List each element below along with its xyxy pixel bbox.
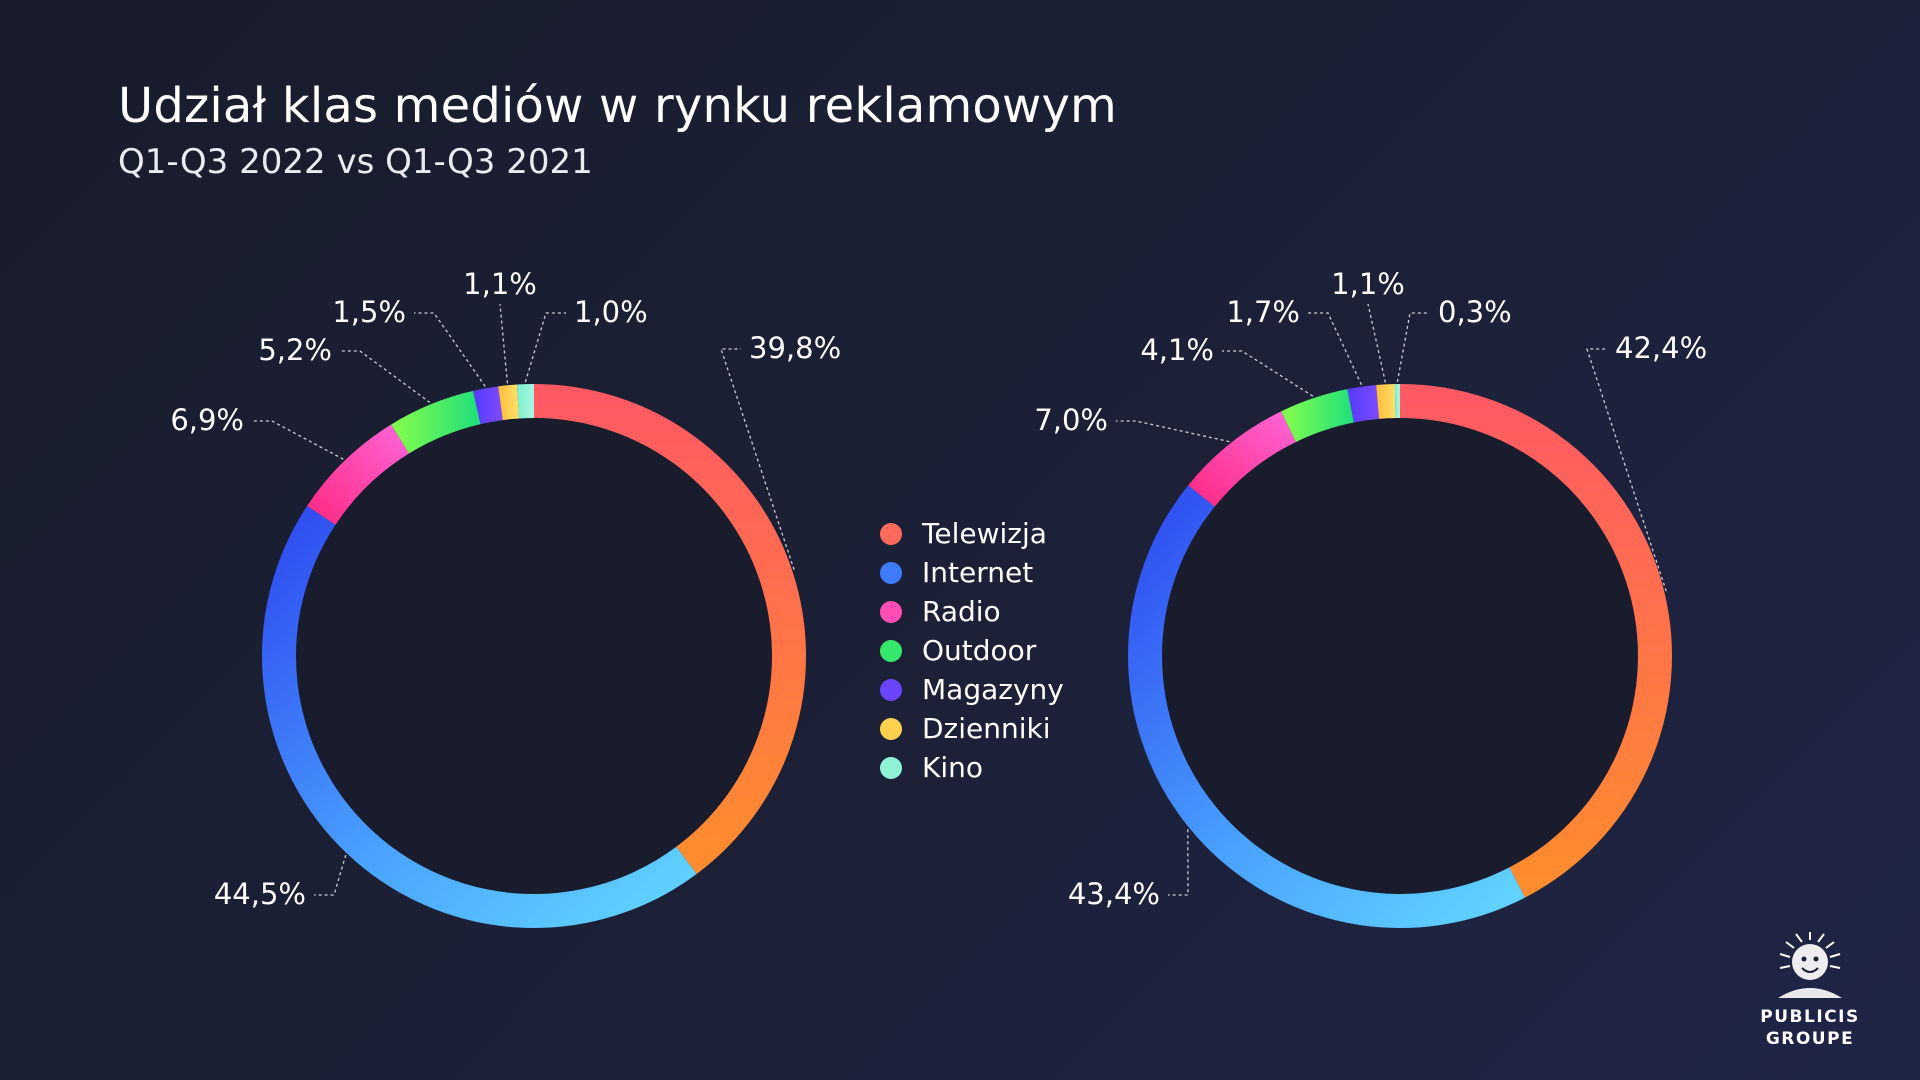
legend-label: Radio <box>922 595 1001 628</box>
data-label-outdoor: 5,2% <box>258 333 332 367</box>
legend-item-dzienniki: Dzienniki <box>880 709 1064 748</box>
slice-outdoor <box>1281 389 1355 443</box>
donut-chart-2021: 42,4% 43,4% 7,0% 4,1% 1,7% 1,1% 0,3% <box>1034 267 1707 928</box>
donut-center <box>1162 418 1638 894</box>
leader-line-internet <box>314 854 347 896</box>
slice-dzienniki <box>498 384 520 421</box>
legend-label: Kino <box>922 751 984 784</box>
data-label-radio: 6,9% <box>170 403 244 437</box>
legend-dot <box>880 522 902 545</box>
leader-line-outdoor <box>1222 350 1314 397</box>
slice-magazyny <box>472 386 503 425</box>
slice-telewizja <box>533 384 806 875</box>
leader-line-kino <box>1396 312 1430 383</box>
slice-kino <box>516 383 535 419</box>
leader-line-magazyny <box>1308 312 1362 385</box>
slice-telewizja <box>1399 384 1672 898</box>
legend-item-outdoor: Outdoor <box>880 631 1064 670</box>
logo-text-line1: PUBLICIS <box>1760 1007 1860 1027</box>
legend-label: Magazyny <box>922 673 1064 706</box>
slice-internet <box>1128 485 1525 928</box>
legend-item-magazyny: Magazyny <box>880 670 1064 709</box>
leader-line-telewizja <box>1586 348 1667 592</box>
logo-text-line2: GROUPE <box>1765 1029 1855 1049</box>
leader-line-dzienniki <box>499 303 509 384</box>
data-label-internet: 43,4% <box>1068 877 1160 911</box>
legend-dot <box>880 756 902 779</box>
data-label-radio: 7,0% <box>1034 403 1108 437</box>
data-label-telewizja: 42,4% <box>1615 331 1707 365</box>
legend: Telewizja Internet Radio Outdoor Magazyn… <box>880 514 1064 787</box>
slice-radio <box>307 424 410 525</box>
donut-center <box>296 418 772 894</box>
slice-internet <box>262 505 697 928</box>
legend-label: Outdoor <box>922 634 1037 667</box>
legend-dot <box>880 717 902 740</box>
leader-line-internet <box>1168 829 1189 896</box>
legend-item-kino: Kino <box>880 748 1064 787</box>
data-label-magazyny: 1,5% <box>332 295 406 329</box>
legend-item-radio: Radio <box>880 592 1064 631</box>
slice-radio <box>1188 411 1297 507</box>
leader-line-radio <box>252 420 344 460</box>
slice-dzienniki <box>1376 384 1396 419</box>
legend-label: Internet <box>922 556 1034 589</box>
data-label-dzienniki: 1,1% <box>1331 267 1405 301</box>
legend-dot <box>880 561 902 584</box>
leader-line-radio <box>1116 420 1230 443</box>
data-label-dzienniki: 1,1% <box>463 267 537 301</box>
legend-label: Telewizja <box>922 517 1047 550</box>
leader-line-dzienniki <box>1367 303 1387 383</box>
chart-subtitle: Q1-Q3 2022 vs Q1-Q3 2021 <box>118 142 593 182</box>
legend-dot <box>880 639 902 662</box>
chart-title: Udział klas mediów w rynku reklamowym <box>118 78 1118 134</box>
legend-item-telewizja: Telewizja <box>880 514 1064 553</box>
data-label-kino: 0,3% <box>1438 295 1512 329</box>
legend-label: Dzienniki <box>922 712 1051 745</box>
leader-line-kino <box>524 312 566 383</box>
leader-line-outdoor <box>340 350 431 404</box>
leader-line-magazyny <box>414 312 486 387</box>
data-label-magazyny: 1,7% <box>1226 295 1300 329</box>
legend-item-internet: Internet <box>880 553 1064 592</box>
data-label-internet: 44,5% <box>214 877 306 911</box>
data-label-telewizja: 39,8% <box>749 331 841 365</box>
publicis-logo: PUBLICIS GROUPE <box>1750 930 1870 1050</box>
legend-dot <box>880 678 902 701</box>
data-label-kino: 1,0% <box>574 295 648 329</box>
donut-chart-2022: 39,8% 44,5% 6,9% 5,2%1,5% 1,1% 1,0% <box>170 267 841 928</box>
legend-dot <box>880 600 902 623</box>
lion-emblem-icon <box>1778 932 1842 998</box>
slice-outdoor <box>391 390 481 454</box>
data-label-outdoor: 4,1% <box>1140 333 1214 367</box>
slice-magazyny <box>1347 385 1380 423</box>
